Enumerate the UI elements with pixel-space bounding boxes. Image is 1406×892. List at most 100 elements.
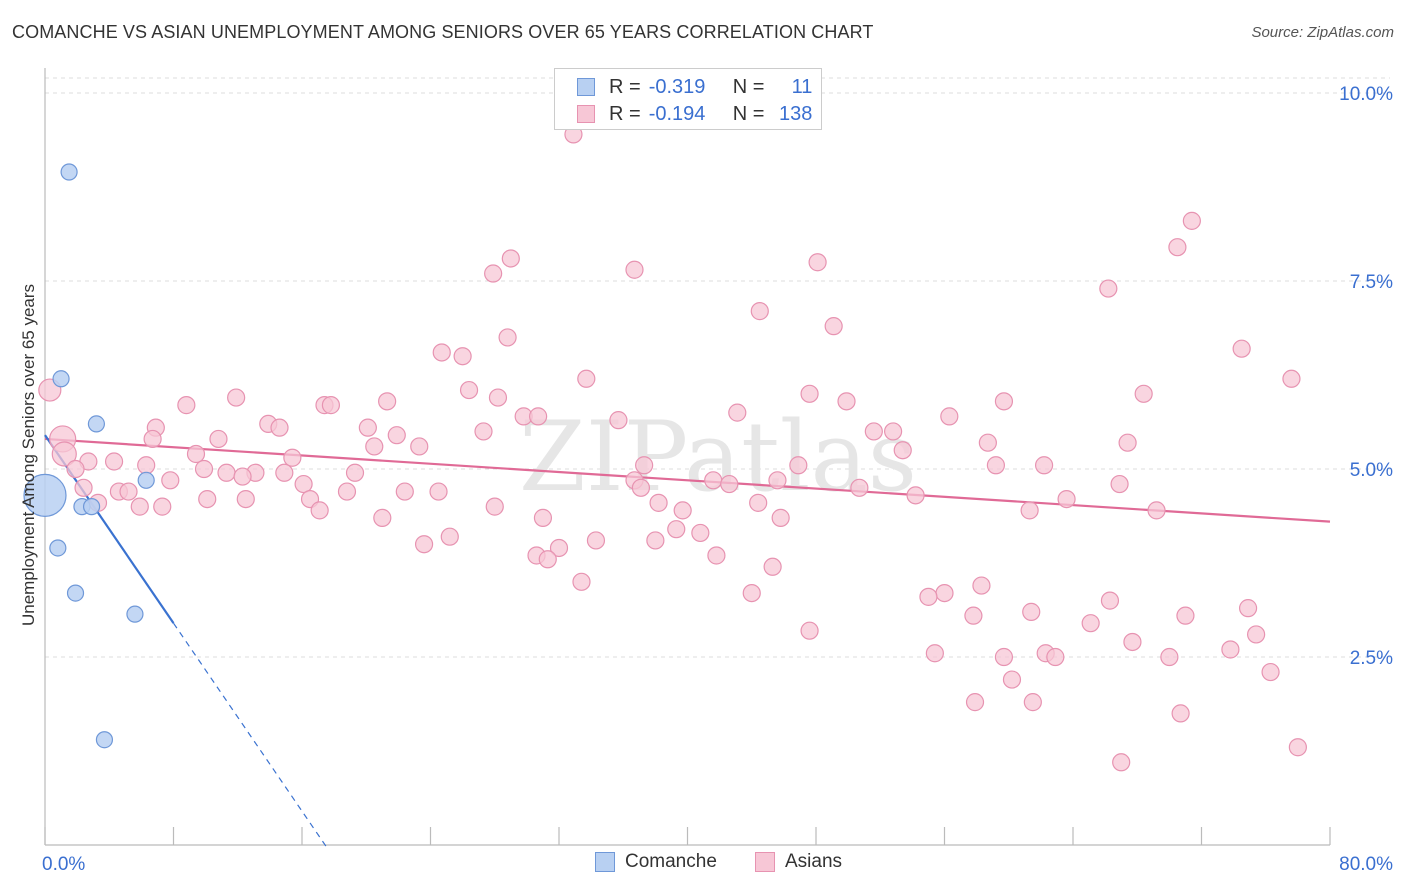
- asians-point[interactable]: [1046, 647, 1065, 667]
- asians-point[interactable]: [275, 463, 294, 482]
- asians-point[interactable]: [577, 369, 596, 388]
- asians-point[interactable]: [194, 459, 214, 479]
- asians-point[interactable]: [177, 396, 196, 415]
- asians-point[interactable]: [429, 482, 448, 501]
- comanche-point[interactable]: [95, 731, 114, 749]
- asians-point[interactable]: [1288, 738, 1307, 757]
- asians-point[interactable]: [395, 482, 414, 501]
- asians-point[interactable]: [864, 422, 883, 441]
- asians-point[interactable]: [1282, 369, 1301, 388]
- asians-point[interactable]: [414, 535, 434, 554]
- asians-point[interactable]: [883, 422, 903, 441]
- asians-point[interactable]: [691, 523, 710, 543]
- asians-point[interactable]: [771, 508, 790, 527]
- legend-item-asians[interactable]: Asians: [755, 851, 842, 873]
- asians-point[interactable]: [1221, 640, 1240, 659]
- asians-point[interactable]: [1261, 662, 1280, 682]
- asians-point[interactable]: [609, 411, 628, 430]
- asians-point[interactable]: [720, 474, 739, 494]
- data-points[interactable]: [23, 125, 1307, 772]
- asians-point[interactable]: [893, 441, 912, 460]
- asians-point[interactable]: [1171, 704, 1190, 723]
- asians-point[interactable]: [925, 644, 944, 663]
- asians-point[interactable]: [1232, 339, 1251, 358]
- asians-point[interactable]: [533, 508, 553, 527]
- asians-point[interactable]: [728, 403, 747, 422]
- asians-point[interactable]: [410, 437, 429, 456]
- asians-point[interactable]: [1238, 599, 1258, 618]
- asians-point[interactable]: [935, 583, 954, 603]
- asians-point[interactable]: [837, 392, 856, 411]
- asians-point[interactable]: [270, 418, 289, 437]
- comanche-point[interactable]: [66, 584, 85, 602]
- asians-point[interactable]: [294, 474, 313, 494]
- asians-point[interactable]: [233, 467, 252, 486]
- asians-point[interactable]: [1057, 489, 1076, 509]
- asians-point[interactable]: [1247, 625, 1266, 644]
- asians-point[interactable]: [649, 493, 668, 512]
- asians-point[interactable]: [824, 317, 843, 336]
- asians-point[interactable]: [1176, 606, 1195, 625]
- asians-point[interactable]: [1182, 211, 1201, 230]
- comanche-point[interactable]: [60, 163, 78, 181]
- asians-point[interactable]: [209, 429, 228, 449]
- legend-item-comanche[interactable]: Comanche: [595, 851, 717, 873]
- asians-point[interactable]: [586, 531, 606, 550]
- asians-point[interactable]: [1100, 591, 1120, 610]
- asians-point[interactable]: [321, 396, 341, 415]
- asians-point[interactable]: [358, 418, 377, 437]
- asians-point[interactable]: [1118, 433, 1137, 452]
- asians-point[interactable]: [972, 576, 991, 595]
- asians-point[interactable]: [673, 501, 692, 520]
- asians-point[interactable]: [1147, 501, 1166, 520]
- asians-point[interactable]: [1112, 753, 1131, 772]
- asians-point[interactable]: [704, 471, 723, 490]
- asians-point[interactable]: [808, 253, 827, 272]
- asians-point[interactable]: [130, 497, 149, 516]
- asians-point[interactable]: [768, 471, 787, 490]
- asians-point[interactable]: [337, 482, 357, 501]
- asians-point[interactable]: [1110, 474, 1129, 494]
- asians-point[interactable]: [373, 508, 392, 527]
- asians-point[interactable]: [217, 463, 236, 482]
- asians-point[interactable]: [549, 538, 569, 558]
- asians-point[interactable]: [919, 587, 938, 606]
- asians-point[interactable]: [74, 478, 93, 497]
- asians-point[interactable]: [631, 478, 651, 497]
- asians-point[interactable]: [940, 407, 959, 426]
- asians-point[interactable]: [994, 392, 1014, 411]
- asians-point[interactable]: [749, 493, 768, 512]
- asians-point[interactable]: [750, 302, 769, 321]
- asians-point[interactable]: [186, 444, 206, 464]
- asians-point[interactable]: [635, 456, 654, 475]
- asians-point[interactable]: [119, 482, 138, 501]
- asians-point[interactable]: [850, 478, 869, 497]
- asians-point[interactable]: [484, 264, 503, 283]
- asians-point[interactable]: [667, 520, 686, 539]
- asians-point[interactable]: [1081, 614, 1100, 633]
- asians-point[interactable]: [978, 433, 997, 452]
- asians-point[interactable]: [137, 456, 156, 475]
- comanche-point[interactable]: [137, 471, 155, 489]
- asians-point[interactable]: [310, 501, 329, 520]
- asians-point[interactable]: [572, 572, 591, 591]
- asians-point[interactable]: [365, 437, 384, 456]
- asians-point[interactable]: [474, 422, 493, 441]
- asians-point[interactable]: [625, 260, 644, 279]
- asians-point[interactable]: [501, 249, 520, 268]
- asians-point[interactable]: [1160, 647, 1179, 667]
- asians-point[interactable]: [646, 531, 665, 550]
- asians-point[interactable]: [345, 463, 365, 482]
- asians-point[interactable]: [1168, 238, 1187, 257]
- asians-point[interactable]: [529, 407, 548, 426]
- asians-point[interactable]: [789, 456, 808, 475]
- asians-point[interactable]: [800, 621, 819, 640]
- asians-point[interactable]: [1099, 279, 1118, 298]
- asians-point[interactable]: [964, 606, 983, 625]
- asians-point[interactable]: [498, 328, 517, 347]
- asians-point[interactable]: [742, 583, 761, 603]
- asians-point[interactable]: [485, 497, 504, 516]
- asians-point[interactable]: [1002, 670, 1022, 689]
- comanche-point[interactable]: [82, 498, 101, 516]
- asians-point[interactable]: [236, 489, 255, 509]
